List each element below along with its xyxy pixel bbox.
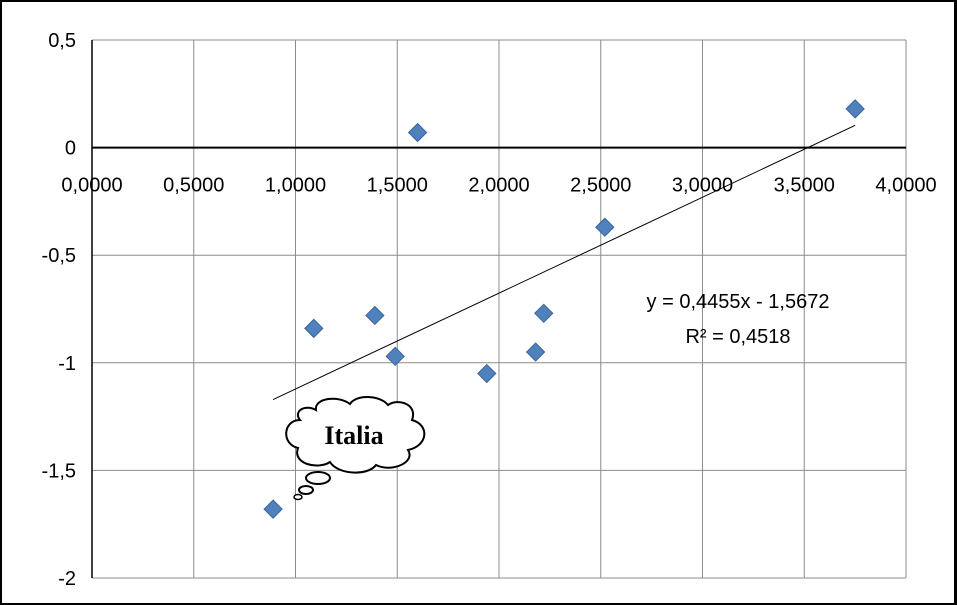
axis-layer: 0,5 0 -0,5 -1 -1,5 -2 0,0000 0,5000 1,0000 1,5000…: [42, 30, 937, 590]
x-tick-label: 1,0000: [265, 175, 326, 197]
grid-layer: [91, 39, 907, 579]
data-points-layer: [263, 99, 865, 519]
data-point: [525, 342, 546, 362]
x-tick-label: 0,0000: [61, 175, 122, 197]
x-tick-label: 3,5000: [774, 175, 835, 197]
thought-bubble-dot-small: [293, 493, 303, 501]
thought-bubble-cloud: [285, 396, 426, 474]
data-point: [534, 303, 554, 324]
y-tick-label: 0: [65, 138, 76, 160]
trendline-equation: y = 0,4455x - 1,5672: [647, 291, 830, 313]
trendline-layer: [272, 124, 856, 400]
data-point: [263, 499, 283, 519]
thought-bubble-dot-large: [305, 471, 331, 485]
data-point: [385, 346, 405, 367]
y-tick-label: -0,5: [42, 245, 76, 267]
y-tick-label: -1: [58, 353, 76, 375]
thought-bubble-dot-medium: [298, 485, 314, 495]
trendline: [272, 124, 856, 400]
data-point: [845, 99, 865, 119]
x-tick-label: 0,5000: [163, 175, 224, 197]
y-tick-label: -2: [58, 568, 76, 590]
x-tick-label: 3,0000: [672, 175, 733, 197]
data-point: [595, 217, 615, 237]
y-tick-label: -1,5: [42, 460, 76, 482]
data-point: [407, 122, 428, 143]
italia-label: Italia: [324, 421, 383, 450]
italia-callout: Italia: [285, 396, 426, 501]
y-tick-label: 0,5: [48, 30, 76, 52]
x-tick-label: 1,5000: [367, 175, 428, 197]
x-tick-label: 4,0000: [875, 175, 936, 197]
trendline-r-squared: R² = 0,4518: [685, 326, 790, 348]
x-tick-label: 2,5000: [570, 175, 631, 197]
data-point: [477, 363, 497, 384]
data-point: [365, 305, 385, 326]
data-point: [304, 318, 324, 339]
x-tick-label: 2,0000: [468, 175, 529, 197]
